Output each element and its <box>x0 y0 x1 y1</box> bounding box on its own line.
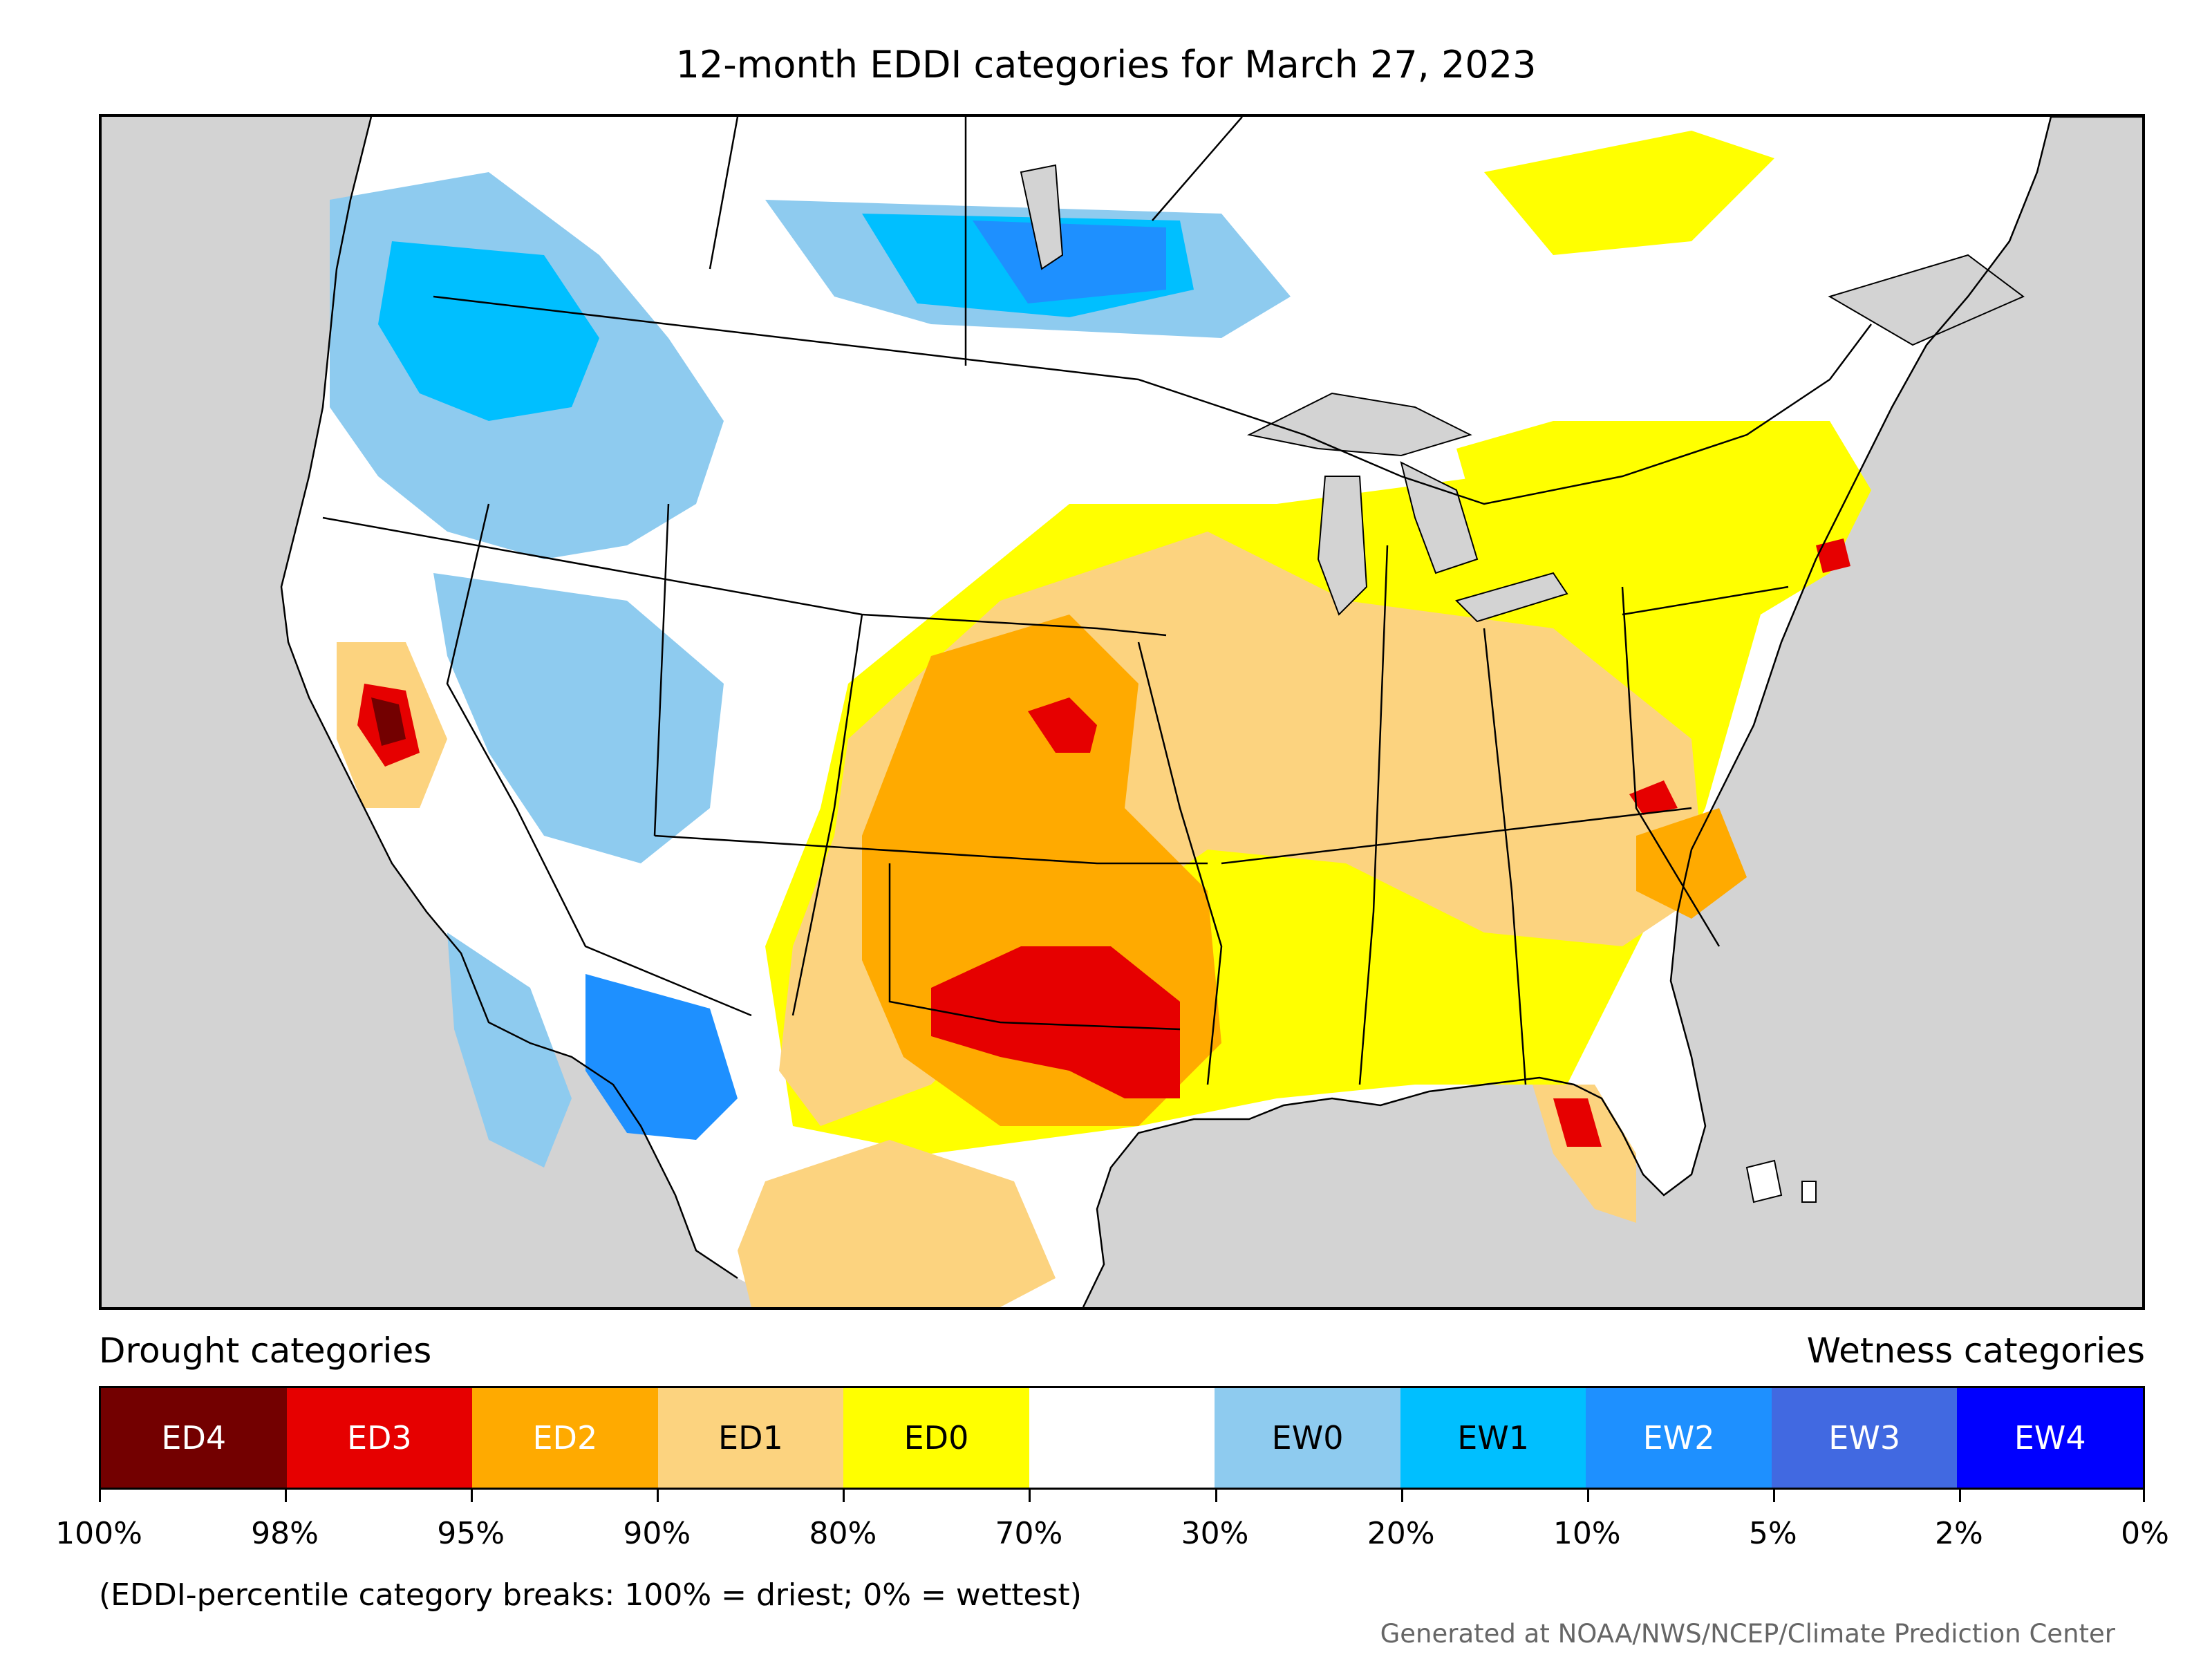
colorbar-tick-label: 90% <box>623 1516 691 1551</box>
colorbar-tick <box>1029 1490 1031 1502</box>
border-6 <box>653 503 670 836</box>
colorbar-tick-label: 0% <box>2121 1516 2169 1551</box>
gulf-st-lawrence <box>1828 254 2025 346</box>
colorbar-segment-ed0: ED0 <box>843 1388 1029 1488</box>
colorbar-tick-label: 30% <box>1181 1516 1249 1551</box>
colorbar-segment-ed4: ED4 <box>101 1388 287 1488</box>
colorbar-tick <box>471 1490 473 1502</box>
colorbar-segment-ed2: ED2 <box>472 1388 658 1488</box>
colorbar-tick-label: 100% <box>55 1516 142 1551</box>
category-patches <box>330 131 1871 1307</box>
political-borders <box>322 117 1872 1085</box>
colorbar-tick <box>2143 1490 2145 1502</box>
colorbar-segment-ew4: EW4 <box>1957 1388 2144 1488</box>
colorbar-tick-label: 80% <box>809 1516 877 1551</box>
border-4 <box>322 516 1167 637</box>
colorbar-tick <box>1959 1490 1961 1502</box>
ew-baja <box>447 932 572 1168</box>
colorbar-tick-label: 98% <box>251 1516 319 1551</box>
ew-great-basin <box>433 573 724 863</box>
ew-arizona <box>585 974 738 1140</box>
border-7 <box>791 614 863 1016</box>
ed3-florida <box>1553 1098 1602 1147</box>
colorbar-ticks: 100% 98% 95% 90% 80% 70% 30% 20% 10% 5% 2% 0% <box>55 1490 2169 1551</box>
ed0-quebec <box>1484 131 1774 255</box>
colorbar-tick <box>843 1490 845 1502</box>
map-canvas <box>102 117 2142 1307</box>
lake-michigan <box>1317 476 1368 616</box>
ed3-nebraska <box>1028 697 1097 753</box>
drought-categories-heading: Drought categories <box>99 1331 432 1371</box>
border-12 <box>1358 545 1389 1085</box>
colorbar-tick-label: 70% <box>995 1516 1063 1551</box>
water-bodies <box>1020 164 2025 623</box>
colorbar-tick-label: 2% <box>1935 1516 1983 1551</box>
border-15 <box>1622 585 1789 616</box>
colorbar-tick <box>285 1490 287 1502</box>
credit-line: Generated at NOAA/NWS/NCEP/Climate Predi… <box>1380 1619 2115 1649</box>
colorbar-segment-ew0: EW0 <box>1215 1388 1400 1488</box>
colorbar-segment-ed3: ED3 <box>286 1388 473 1488</box>
border-11 <box>1221 807 1692 865</box>
coastline <box>280 117 2142 1307</box>
ew2-northern-plains <box>973 221 1166 303</box>
category-colorbar: ED4 ED3 ED2 ED1 ED0 EW0 EW1 EW2 EW3 EW4 <box>99 1386 2145 1490</box>
colorbar-segment-ed1: ED1 <box>657 1388 844 1488</box>
colorbar-segment-ew3: EW3 <box>1771 1388 1958 1488</box>
border-3 <box>1152 117 1243 221</box>
colorbar-tick <box>1215 1490 1217 1502</box>
eddi-map <box>99 114 2145 1310</box>
colorbar-tick-label: 95% <box>437 1516 505 1551</box>
ew1-washington <box>378 241 599 421</box>
border-10 <box>1137 641 1223 1085</box>
category-break-note: (EDDI-percentile category breaks: 100% =… <box>99 1577 1082 1613</box>
colorbar-tick-label: 10% <box>1553 1516 1621 1551</box>
colorbar-segment-normal <box>1029 1388 1215 1488</box>
ed1-florida <box>1533 1085 1636 1223</box>
border-5 <box>446 503 752 1017</box>
colorbar-tick <box>657 1490 659 1502</box>
border-9 <box>888 863 1181 1031</box>
border-1 <box>709 117 739 270</box>
border-13 <box>1483 628 1527 1085</box>
islands <box>1745 1159 1817 1203</box>
colorbar-segment-ew1: EW1 <box>1400 1388 1586 1488</box>
ed1-mexico <box>738 1140 1056 1307</box>
lake-huron <box>1400 461 1479 574</box>
colorbar-tick <box>1401 1490 1403 1502</box>
us-canada-border <box>433 295 1872 505</box>
map-title: 12-month EDDI categories for March 27, 2… <box>675 43 1537 86</box>
ed3-texas <box>931 946 1180 1098</box>
island-1 <box>1745 1159 1783 1203</box>
colorbar-tick <box>1587 1490 1589 1502</box>
lake-superior <box>1246 392 1472 457</box>
colorbar-segment-ew2: EW2 <box>1586 1388 1772 1488</box>
ed4-california <box>371 697 406 746</box>
wetness-categories-heading: Wetness categories <box>1806 1331 2145 1371</box>
ed2-nc <box>1636 808 1747 919</box>
ed0-northeast-canada <box>1456 421 1871 615</box>
lake-winnipeg <box>1020 164 1064 270</box>
colorbar-tick <box>1773 1490 1775 1502</box>
ed3-virginia <box>1629 780 1678 815</box>
colorbar-tick-label: 20% <box>1367 1516 1435 1551</box>
lake-erie <box>1455 572 1568 623</box>
border-8 <box>654 834 1208 865</box>
ed3-massachusetts <box>1816 538 1850 573</box>
border-14 <box>1621 586 1721 947</box>
colorbar-tick <box>99 1490 101 1502</box>
colorbar-tick-label: 5% <box>1748 1516 1797 1551</box>
island-2 <box>1801 1181 1817 1203</box>
